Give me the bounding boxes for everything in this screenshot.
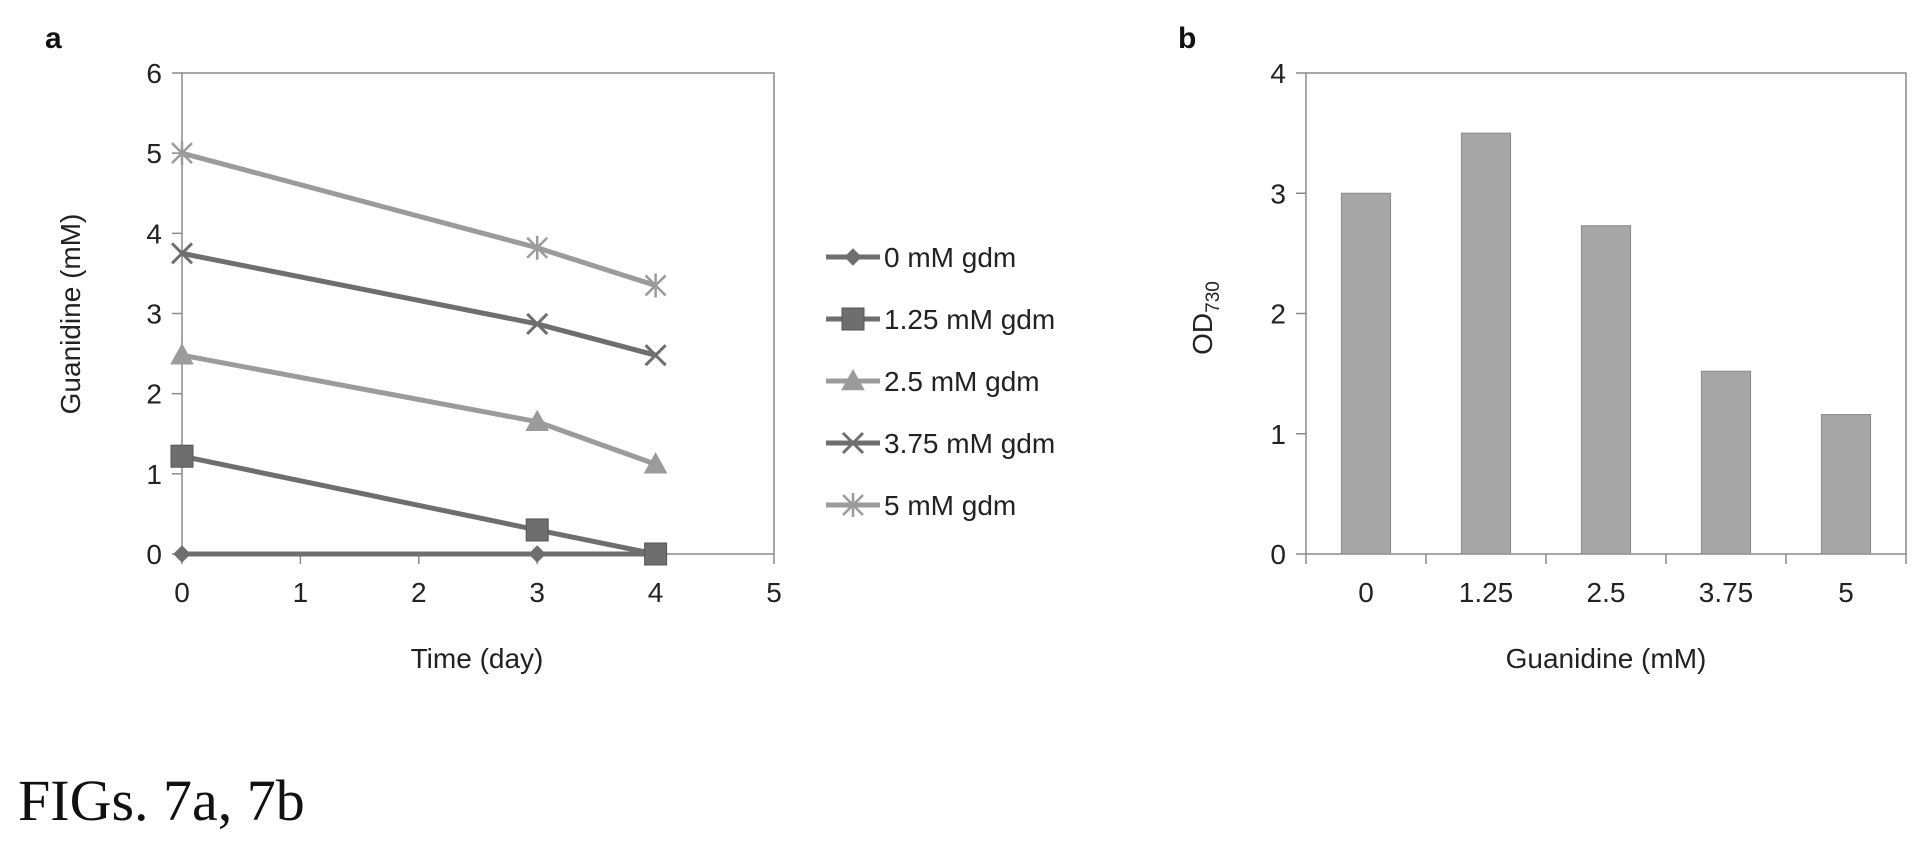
star-marker	[526, 235, 549, 260]
y-tick-label-a: 0	[146, 539, 162, 570]
x-marker	[841, 431, 865, 455]
bar-chart-panel-b: b 0 1 2 3 4 0 1.25 2.5 3.75 5 Guanidine (mM) OD7…	[1178, 22, 1907, 674]
legend-label: 0 mM gdm	[884, 242, 1016, 273]
legend-entry: 0 mM gdm	[826, 242, 1016, 273]
series-group-a	[170, 141, 668, 566]
x-tick-label-b: 1.25	[1459, 577, 1514, 608]
bar	[1580, 225, 1632, 555]
star-marker	[842, 493, 864, 517]
diamond-marker	[528, 545, 546, 563]
series-2-5-mm-gdm	[170, 343, 668, 474]
bar	[1820, 414, 1872, 555]
x-tick-label-b: 0	[1358, 577, 1374, 608]
legend-label: 2.5 mM gdm	[884, 366, 1040, 397]
legend-entry: 1.25 mM gdm	[826, 304, 1055, 335]
star-marker	[644, 273, 667, 298]
x-axis-label-b: Guanidine (mM)	[1506, 643, 1707, 674]
square-marker	[644, 542, 668, 566]
square-marker	[170, 444, 194, 468]
triangle-marker	[643, 452, 668, 474]
panel-label-a: a	[45, 22, 62, 55]
y-tick-label-b: 2	[1270, 299, 1286, 330]
panel-label-b: b	[1178, 22, 1196, 55]
y-tick-label-a: 4	[146, 218, 162, 249]
y-tick-label-b: 0	[1270, 539, 1286, 570]
y-tick-label-b: 1	[1270, 419, 1286, 450]
square-marker	[841, 307, 865, 331]
series-1-25-mm-gdm	[170, 444, 668, 566]
y-tick-label-a: 2	[146, 379, 162, 410]
y-axis-label-b: OD730	[1187, 281, 1224, 355]
y-tick-label-b: 4	[1270, 58, 1286, 89]
y-tick-label-b: 3	[1270, 178, 1286, 209]
bar	[1460, 132, 1512, 555]
x-tick-label-b: 5	[1838, 577, 1854, 608]
x-tick-label-a: 2	[411, 577, 427, 608]
triangle-marker	[841, 368, 865, 391]
series-5-mm-gdm	[171, 141, 667, 298]
y-axis-label-a: Guanidine (mM)	[55, 214, 86, 415]
line-chart-panel-a: a 0 1 2 3 4 5 6 0 1 2 3 4 5 Time (day) Guanidine (m…	[45, 22, 1055, 674]
x-tick-label-a: 5	[766, 577, 782, 608]
series-line	[181, 453, 657, 557]
x-tick-label-a: 3	[529, 577, 545, 608]
y-tick-label-a: 3	[146, 299, 162, 330]
x-ticks-a: 0 1 2 3 4 5	[174, 554, 782, 608]
x-marker	[526, 312, 549, 335]
figure-caption: FIGs. 7a, 7b	[18, 768, 305, 833]
x-tick-label-a: 0	[174, 577, 190, 608]
series-line	[181, 352, 657, 467]
bar	[1340, 192, 1392, 555]
y-tick-label-a: 5	[146, 138, 162, 169]
y-ticks-b: 0 1 2 3 4	[1270, 58, 1306, 570]
square-marker	[525, 518, 549, 542]
legend-entry: 5 mM gdm	[826, 490, 1016, 521]
legend-a: 0 mM gdm 1.25 mM gdm 2.5 mM gdm 3.75 mM gdm…	[826, 242, 1055, 521]
triangle-marker	[525, 409, 550, 432]
y-ticks-a: 0 1 2 3 4 5 6	[146, 58, 182, 570]
y-tick-label-a: 6	[146, 58, 162, 89]
diamond-marker	[844, 248, 862, 266]
legend-entry: 3.75 mM gdm	[826, 428, 1055, 459]
y-axis-label-subscript-b: 730	[1203, 281, 1224, 313]
diamond-marker	[173, 545, 191, 563]
x-axis-label-a: Time (day)	[411, 643, 544, 674]
legend-label: 3.75 mM gdm	[884, 428, 1055, 459]
x-tick-label-b: 2.5	[1587, 577, 1626, 608]
x-marker	[170, 242, 194, 265]
x-tick-label-b: 3.75	[1699, 577, 1754, 608]
triangle-marker	[170, 343, 194, 365]
bar	[1700, 370, 1752, 555]
series-line	[181, 250, 657, 358]
series-3-75-mm-gdm	[170, 242, 667, 367]
x-tick-label-a: 4	[648, 577, 664, 608]
x-tick-label-a: 1	[293, 577, 309, 608]
y-tick-label-a: 1	[146, 459, 162, 490]
star-marker	[171, 141, 193, 166]
legend-entry: 2.5 mM gdm	[826, 366, 1040, 397]
y-axis-label-main-b: OD	[1187, 313, 1218, 355]
bars-b: 0 1.25 2.5 3.75 5	[1305, 132, 1907, 608]
legend-label: 5 mM gdm	[884, 490, 1016, 521]
x-marker	[644, 344, 667, 367]
legend-label: 1.25 mM gdm	[884, 304, 1055, 335]
